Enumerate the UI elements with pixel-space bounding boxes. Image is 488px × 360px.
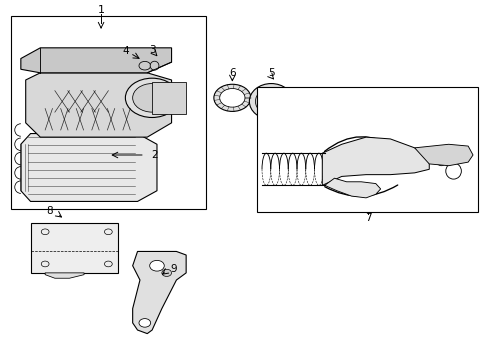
Polygon shape <box>152 82 186 114</box>
Circle shape <box>149 260 164 271</box>
Ellipse shape <box>445 163 460 179</box>
Text: 4: 4 <box>122 46 128 56</box>
Text: 1: 1 <box>98 5 104 15</box>
Bar <box>30 223 118 273</box>
Circle shape <box>213 84 250 111</box>
Ellipse shape <box>255 88 286 115</box>
Circle shape <box>139 319 150 327</box>
Circle shape <box>162 269 171 276</box>
Ellipse shape <box>261 93 281 111</box>
Text: 5: 5 <box>267 68 274 78</box>
Circle shape <box>139 62 150 70</box>
Polygon shape <box>322 137 428 185</box>
Polygon shape <box>132 251 186 334</box>
Text: 6: 6 <box>228 68 235 78</box>
Text: 2: 2 <box>151 150 158 160</box>
Ellipse shape <box>434 152 447 166</box>
Polygon shape <box>45 273 84 278</box>
Bar <box>11 16 205 208</box>
Circle shape <box>219 89 244 107</box>
Polygon shape <box>26 73 171 137</box>
Text: 7: 7 <box>365 212 371 222</box>
Ellipse shape <box>150 61 159 70</box>
FancyArrowPatch shape <box>324 137 397 152</box>
Polygon shape <box>21 48 171 73</box>
Polygon shape <box>21 134 157 202</box>
Text: 3: 3 <box>148 45 155 55</box>
Text: 9: 9 <box>170 264 177 274</box>
Circle shape <box>125 78 179 117</box>
Text: 8: 8 <box>46 206 53 216</box>
Bar <box>256 87 477 212</box>
Polygon shape <box>324 178 380 198</box>
Ellipse shape <box>249 84 292 119</box>
FancyArrowPatch shape <box>324 185 397 196</box>
Circle shape <box>132 84 171 112</box>
Polygon shape <box>414 144 472 166</box>
